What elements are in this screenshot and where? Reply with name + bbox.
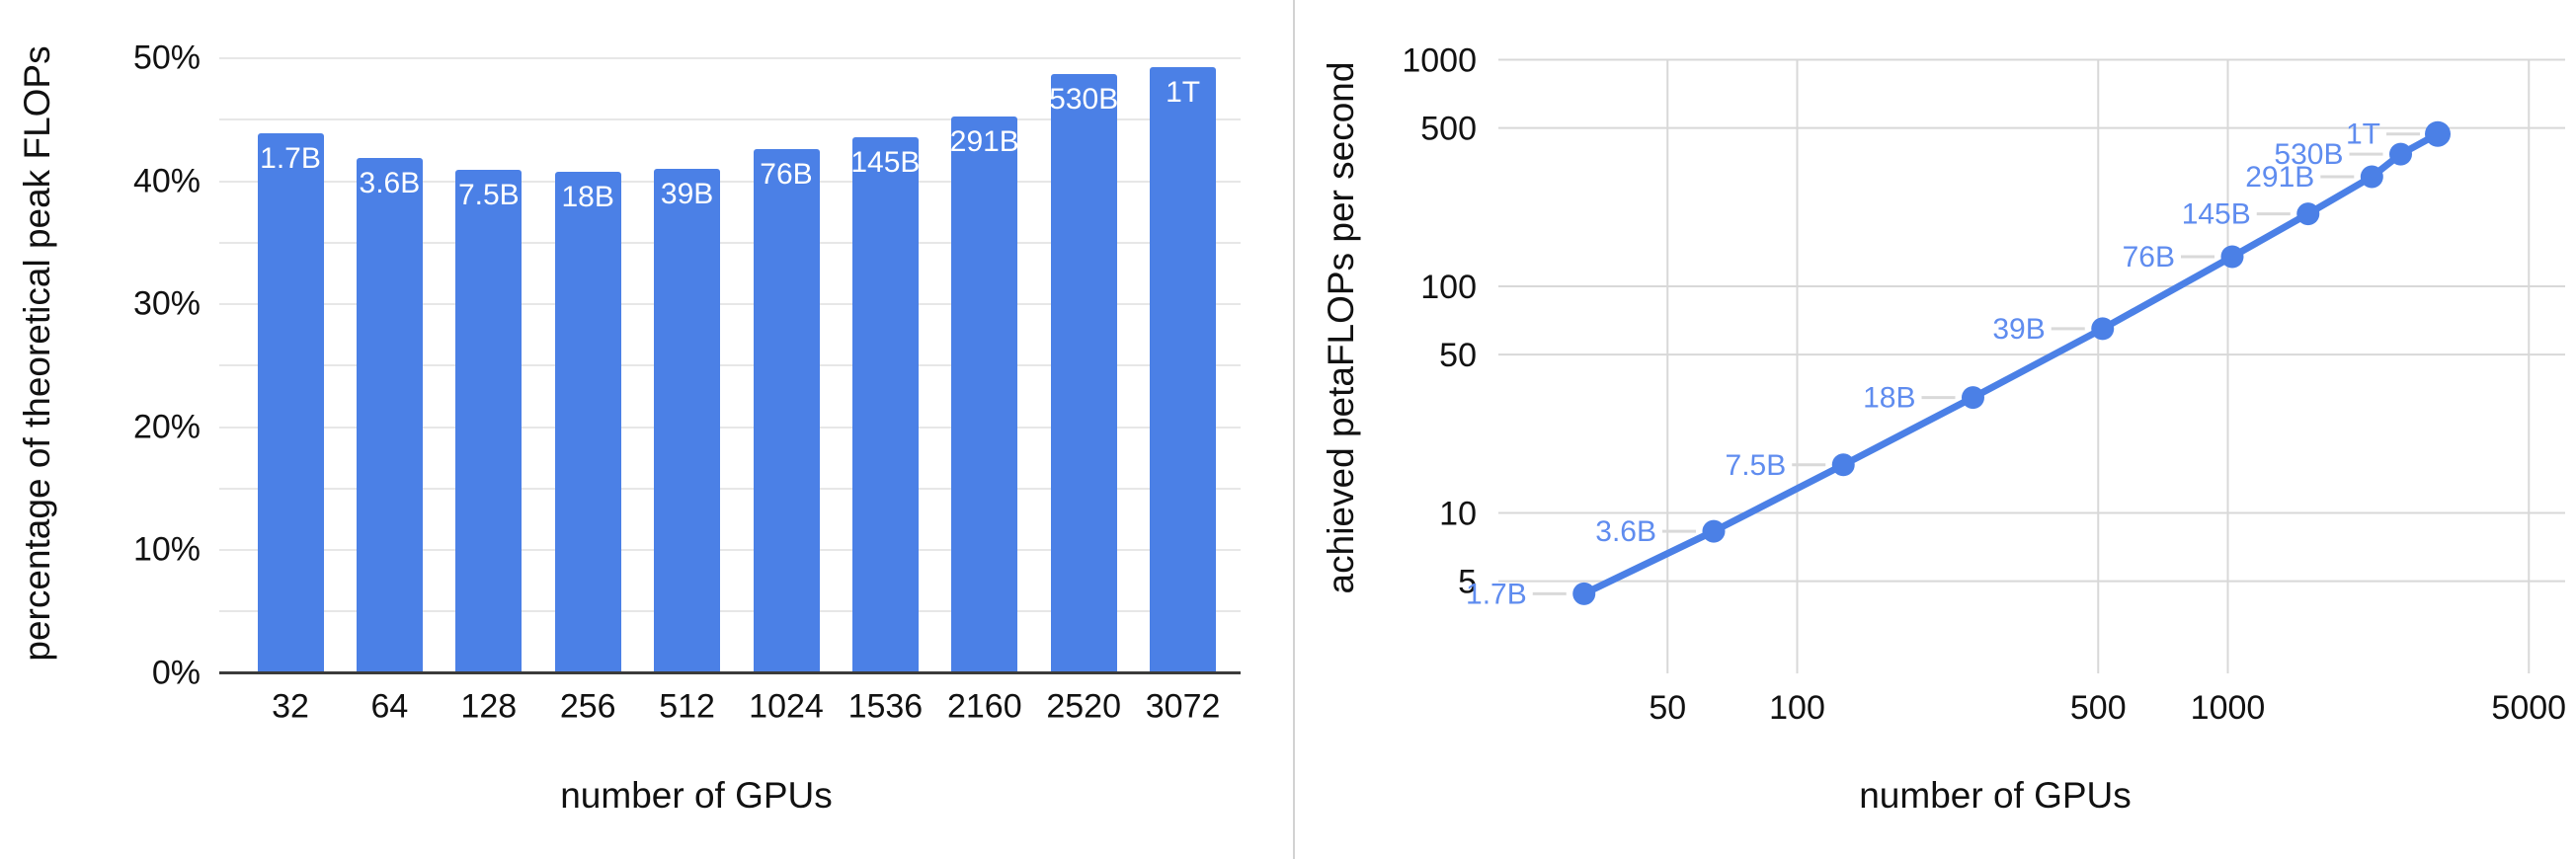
point-label: 1.7B xyxy=(1466,578,1527,610)
bar xyxy=(455,170,523,673)
x-tick-label: 1000 xyxy=(2191,689,2266,727)
y-tick-label: 10 xyxy=(1439,496,1477,533)
bar xyxy=(851,136,919,673)
gridline xyxy=(219,241,1241,244)
x-tick-label: 2520 xyxy=(1046,687,1122,726)
series-line xyxy=(1580,130,2442,597)
x-tick-label: 2160 xyxy=(946,687,1022,726)
x-tick-label: 512 xyxy=(659,687,715,726)
y-tick-label: 40% xyxy=(132,162,201,199)
bar-value-label: 530B xyxy=(1049,83,1119,117)
gridline xyxy=(219,303,1241,305)
bar xyxy=(1050,74,1117,673)
data-point xyxy=(1831,453,1855,477)
point-label: 530B xyxy=(2274,138,2343,171)
left-x-axis-title: number of GPUs xyxy=(560,775,833,816)
right-x-axis-title: number of GPUs xyxy=(1859,775,2132,816)
x-tick-label: 500 xyxy=(2070,689,2127,727)
x-tick-label: 1536 xyxy=(847,687,924,726)
x-tick-label: 100 xyxy=(1769,689,1825,727)
y-tick-label: 0% xyxy=(151,654,201,691)
x-tick-label: 50 xyxy=(1649,689,1686,727)
point-label: 7.5B xyxy=(1726,449,1787,482)
point-label: 18B xyxy=(1863,382,1915,415)
point-label: 3.6B xyxy=(1595,515,1656,548)
data-point xyxy=(2389,142,2413,166)
gridline xyxy=(219,180,1241,183)
bar xyxy=(753,149,820,673)
bar-value-label: 145B xyxy=(850,145,921,179)
line-chart-plot-area: 5 10 50 100 500 1000 50 100 500 1000 5000 1.7B 3.6B 7… xyxy=(1402,42,2566,728)
bar xyxy=(356,157,423,673)
bar xyxy=(257,132,324,673)
y-tick-label: 30% xyxy=(132,284,201,323)
bar-value-label: 76B xyxy=(760,158,813,192)
gridline xyxy=(219,549,1241,551)
x-tick-label: 256 xyxy=(559,687,616,726)
point-label: 145B xyxy=(2182,198,2251,231)
y-tick-label: 500 xyxy=(1420,111,1477,148)
x-tick-label: 1024 xyxy=(749,687,824,726)
bar xyxy=(1150,66,1217,673)
y-tick-label: 1000 xyxy=(1402,42,1477,80)
gridline xyxy=(219,364,1241,367)
y-tick-label: 10% xyxy=(132,530,201,569)
x-tick-label: 32 xyxy=(272,687,309,726)
bar-value-label: 7.5B xyxy=(457,179,520,212)
x-tick-label: 5000 xyxy=(2491,689,2566,727)
data-point xyxy=(2360,165,2383,189)
y-tick-label: 20% xyxy=(132,408,201,445)
x-tick-label: 128 xyxy=(460,687,518,726)
gridline xyxy=(219,57,1241,59)
point-label: 39B xyxy=(1992,313,2045,346)
gridline xyxy=(219,118,1241,121)
bar xyxy=(951,116,1018,673)
gridline xyxy=(219,610,1241,613)
x-tick-label: 3072 xyxy=(1145,687,1221,726)
data-point xyxy=(2425,120,2452,147)
bar-value-label: 1.7B xyxy=(260,141,321,175)
gridline xyxy=(219,487,1241,490)
bar-value-label: 1T xyxy=(1166,75,1201,109)
y-tick-label: 5 xyxy=(1458,564,1477,601)
bar xyxy=(654,169,721,673)
bar-value-label: 18B xyxy=(561,180,614,213)
point-label: 1T xyxy=(2346,118,2380,151)
bar-value-label: 3.6B xyxy=(359,166,421,199)
y-tick-label: 50 xyxy=(1439,337,1477,374)
bar xyxy=(554,171,621,673)
data-point xyxy=(2296,202,2320,226)
data-point xyxy=(2091,317,2115,341)
x-tick-label: 64 xyxy=(370,687,409,726)
panel-divider xyxy=(1293,0,1295,859)
data-point xyxy=(1702,519,1726,543)
gridline xyxy=(219,426,1241,429)
y-tick-label: 100 xyxy=(1420,269,1477,306)
data-point xyxy=(1572,582,1596,605)
bar-value-label: 39B xyxy=(660,178,714,211)
y-tick-label: 50% xyxy=(132,39,201,77)
point-label: 76B xyxy=(2123,241,2175,273)
data-point xyxy=(1961,386,1984,410)
point-label: 291B xyxy=(2245,161,2314,194)
x-axis-line xyxy=(219,671,1241,674)
bar-value-label: 291B xyxy=(949,124,1019,158)
data-point xyxy=(2220,245,2244,269)
